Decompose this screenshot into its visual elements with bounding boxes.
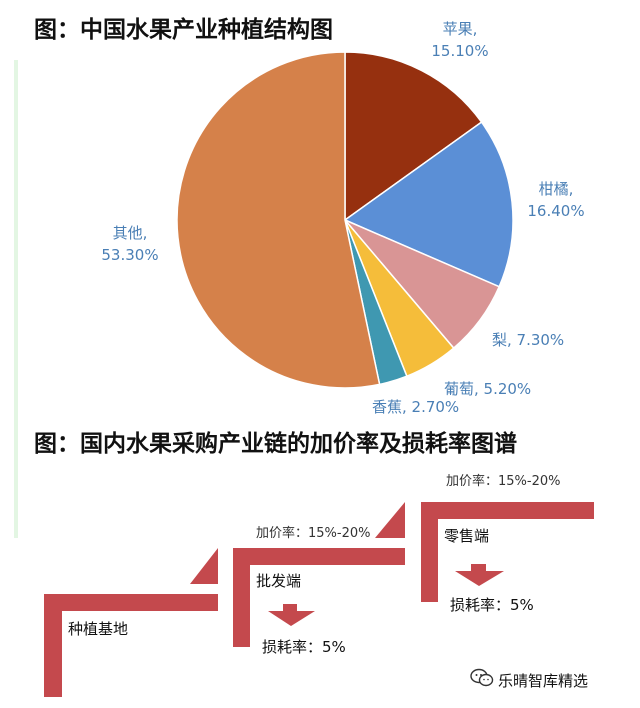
loss-rate-2: 损耗率：5% — [450, 596, 534, 614]
pie-label-3: 葡萄, 5.20% — [444, 380, 531, 398]
markup-wedge-1 — [190, 548, 218, 584]
stage-wholesale: 批发端 — [233, 548, 405, 647]
stage-planting-base: 种植基地 — [44, 594, 218, 697]
pie-chart-title: 图：中国水果产业种植结构图 — [34, 17, 333, 43]
stage-wholesale-label: 批发端 — [256, 572, 301, 590]
wechat-icon — [470, 668, 494, 687]
pie-label-1: 柑橘, 16.40% — [527, 180, 584, 220]
pie-slice-1 — [343, 121, 514, 288]
markup-wedge-2 — [375, 502, 405, 538]
pie-label-0: 苹果, 15.10% — [431, 20, 488, 60]
pie-slice-0 — [344, 51, 483, 222]
pie-chart: 苹果, 15.10% 柑橘, 16.40% 梨, 7.30% 葡萄, 5.20%香蕉, 2… — [101, 20, 584, 416]
chain-chart-title: 图：国内水果采购产业链的加价率及损耗率图谱 — [34, 431, 517, 457]
pie-slice-5 — [176, 51, 381, 389]
pie-label-2: 梨, 7.30% — [492, 331, 564, 349]
pie-label-5: 其他, 53.30% — [101, 224, 158, 264]
loss-arrow-2 — [455, 564, 504, 586]
loss-rate-1: 损耗率：5% — [262, 638, 346, 656]
stage-retail: 零售端 — [421, 502, 594, 602]
stage-retail-label: 零售端 — [444, 527, 489, 545]
markup-rate-2: 加价率：15%-20% — [446, 473, 560, 489]
loss-arrow-1 — [268, 604, 315, 626]
markup-rate-1: 加价率：15%-20% — [256, 525, 370, 541]
watermark-text: 乐晴智库精选 — [498, 672, 589, 690]
stage-planting-base-label: 种植基地 — [68, 620, 128, 638]
pie-label-4: 香蕉, 2.70% — [372, 398, 459, 416]
sidebar-accent-line — [14, 60, 18, 538]
